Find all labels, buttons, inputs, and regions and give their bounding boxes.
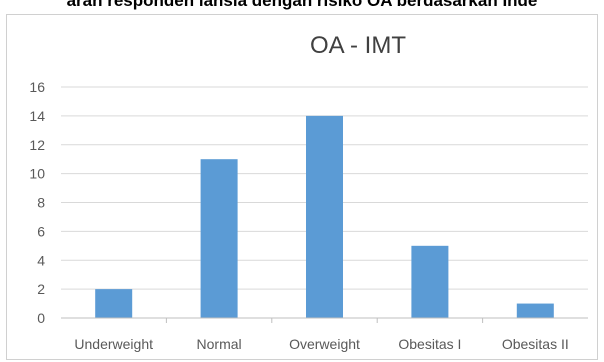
y-tick-label: 6 [37, 223, 45, 239]
y-tick-label: 14 [29, 108, 45, 124]
bar-normal [200, 159, 238, 318]
bar-obesitas-ii [516, 303, 554, 318]
x-tick-label: Overweight [289, 336, 360, 352]
x-tick-label: Underweight [74, 336, 153, 352]
y-tick-label: 12 [29, 137, 45, 153]
x-tick-label: Obesitas II [502, 336, 569, 352]
figure-caption: aran responden lansia dengan risiko OA b… [66, 0, 538, 10]
y-tick-label: 8 [37, 195, 45, 211]
y-tick-label: 4 [37, 252, 45, 268]
bar-overweight [306, 115, 343, 318]
y-tick-label: 2 [37, 281, 45, 297]
y-tick-label: 0 [37, 310, 45, 326]
x-tick-label: Normal [197, 336, 242, 352]
x-tick-label: Obesitas I [398, 336, 461, 352]
y-tick-label: 16 [29, 79, 45, 95]
chart-title: OA - IMT [310, 32, 406, 59]
y-tick-label: 10 [29, 166, 45, 182]
bar-obesitas-i [411, 245, 449, 318]
bar-underweight [95, 289, 133, 318]
